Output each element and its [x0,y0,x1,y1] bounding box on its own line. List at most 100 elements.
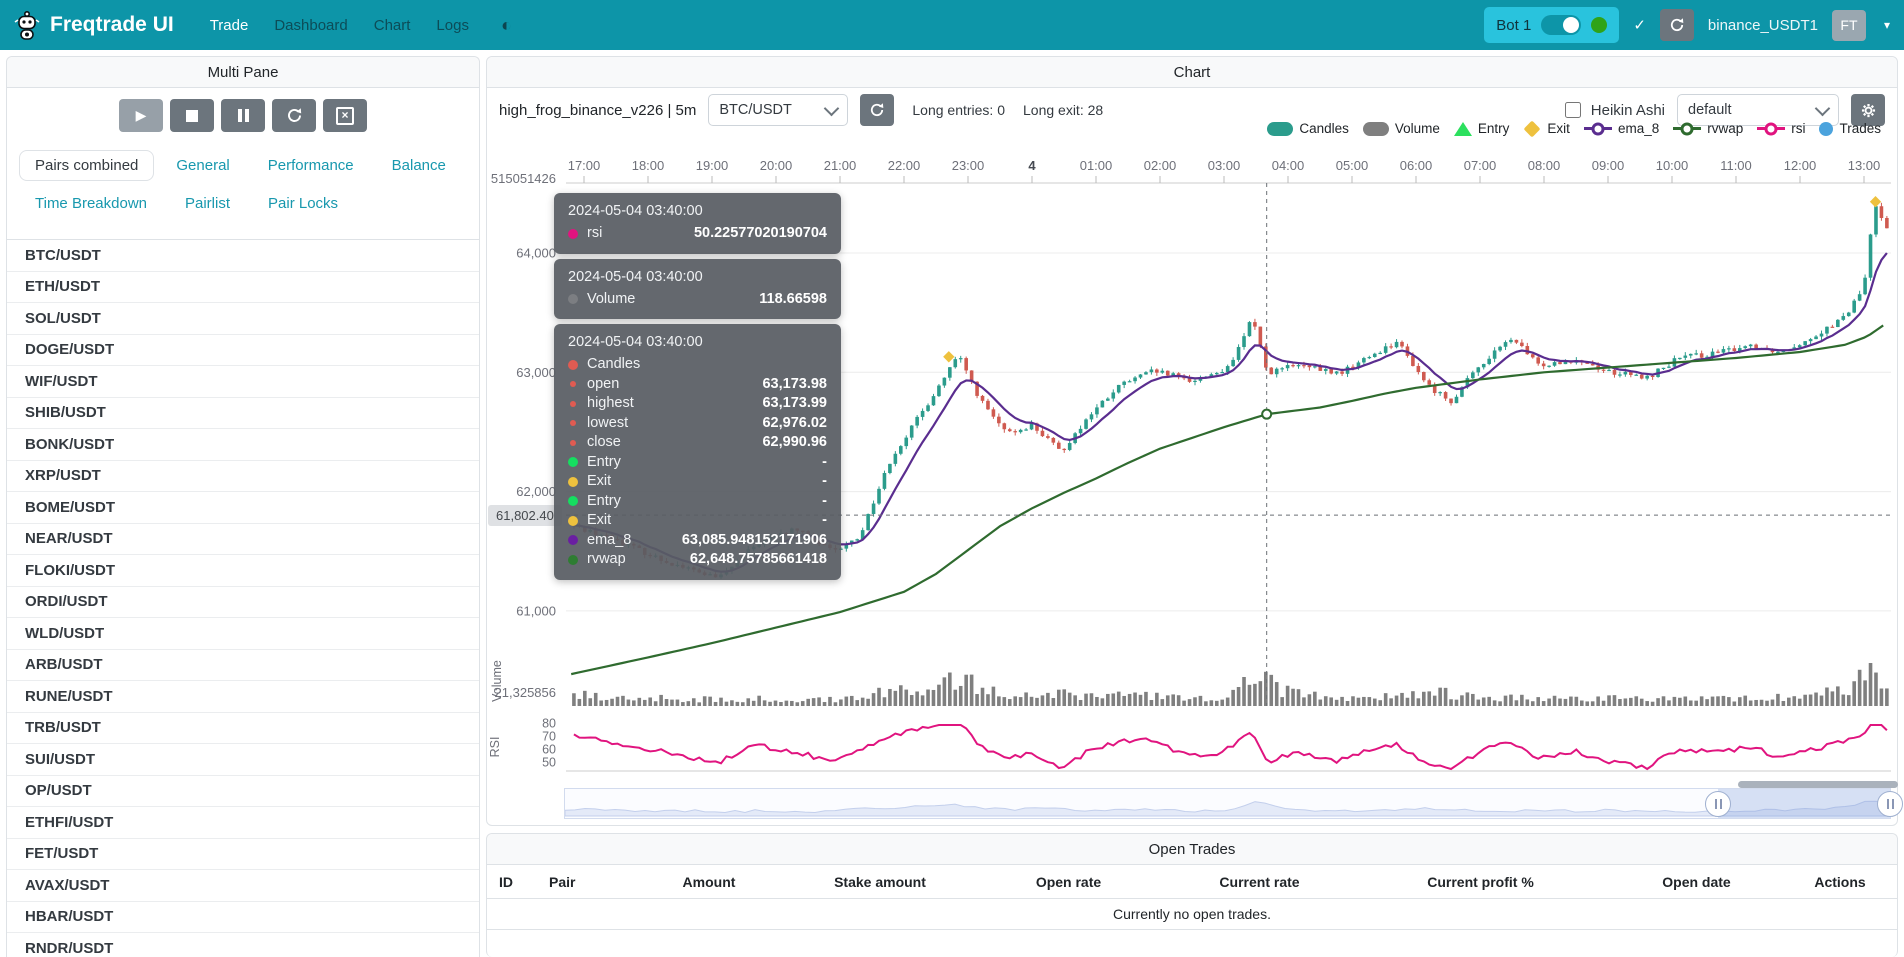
bot-selector[interactable]: Bot 1 [1484,7,1620,43]
bot-name: Bot 1 [1496,16,1532,34]
datazoom-silhouette [564,800,1890,817]
svg-text:RSI: RSI [489,737,502,758]
legend-item-rvwap[interactable]: rvwap [1673,121,1743,136]
forget-trades-button[interactable]: × [323,99,367,132]
exchange-account-label: binance_USDT1 [1707,16,1818,34]
reload-config-button[interactable] [272,99,316,132]
chart-tooltip: 2024-05-04 03:40:00 rsi 50.22577020190704 2… [554,193,841,580]
pair-row[interactable]: SUI/USDT [7,744,479,776]
theme-toggle-icon[interactable]: ◐ [500,14,512,35]
column-header-amount: Amount [682,873,736,890]
svg-text:80: 80 [542,716,556,730]
legend-item-trades[interactable]: Trades [1819,121,1881,136]
pair-select-value: BTC/USDT [719,102,792,118]
pair-row[interactable]: TRB/USDT [7,713,479,744]
pair-row[interactable]: HBAR/USDT [7,902,479,933]
entry-marker-icon [1453,121,1472,136]
pair-row[interactable]: RNDR/USDT [7,933,479,957]
tab-performance[interactable]: Performance [267,157,354,174]
exit-marker-icon [1523,120,1541,137]
reload-icon [287,108,301,122]
pair-row[interactable]: ETHFI/USDT [7,807,479,839]
svg-text:23:00: 23:00 [952,158,985,173]
pair-row[interactable]: XRP/USDT [7,461,479,492]
nav-link-chart[interactable]: Chart [373,16,411,34]
svg-text:01:00: 01:00 [1080,158,1113,173]
plot-config-select[interactable]: default [1677,94,1839,126]
datazoom-slider[interactable] [564,781,1903,819]
legend-item-rsi[interactable]: rsi [1757,121,1805,136]
pair-row[interactable]: OP/USDT [7,776,479,807]
pair-row[interactable]: DOGE/USDT [7,335,479,366]
column-header-current-rate: Current rate [1219,873,1300,890]
pair-row[interactable]: ARB/USDT [7,650,479,681]
stop-button[interactable] [170,99,214,132]
plot-settings-button[interactable] [1851,94,1885,126]
refresh-chart-button[interactable] [860,94,895,126]
svg-text:70: 70 [542,730,556,744]
svg-text:22:00: 22:00 [888,158,921,173]
pair-row[interactable]: BONK/USDT [7,429,479,461]
tab-balance[interactable]: Balance [391,157,446,174]
pause-button[interactable] [221,99,265,132]
open-trades-title: Open Trades [1148,840,1236,858]
svg-text:515051426: 515051426 [491,171,556,186]
nav-link-logs[interactable]: Logs [436,16,469,34]
nav-link-dashboard[interactable]: Dashboard [274,16,348,34]
tab-pairs-combined[interactable]: Pairs combined [19,150,155,181]
datazoom-left-handle[interactable] [1705,790,1731,817]
pair-row[interactable]: BTC/USDT [7,240,479,272]
svg-text:4: 4 [1028,158,1036,173]
multi-pane-title: Multi Pane [207,63,279,81]
datazoom-right-handle[interactable] [1877,790,1903,817]
pair-row[interactable]: ETH/USDT [7,272,479,303]
legend-item-ema_8[interactable]: ema_8 [1583,121,1659,136]
user-menu-caret-icon[interactable]: ▾ [1883,18,1890,32]
heikin-ashi-checkbox[interactable] [1564,102,1581,118]
pair-row[interactable]: ORDI/USDT [7,587,479,618]
pair-row[interactable]: FLOKI/USDT [7,555,479,587]
bot-controls: ▶ × [7,88,479,140]
pair-row[interactable]: NEAR/USDT [7,524,479,555]
tab-general[interactable]: General [176,157,230,174]
datazoom-selection[interactable] [1718,789,1890,818]
svg-text:02:00: 02:00 [1144,158,1177,173]
pair-row[interactable]: RUNE/USDT [7,681,479,713]
pair-row[interactable]: WLD/USDT [7,618,479,650]
tooltip-section: 2024-05-04 03:40:00 Volume 118.66598 [554,258,841,319]
svg-text:50: 50 [542,756,556,770]
series-dot-icon [568,294,578,305]
tab-pairlist[interactable]: Pairlist [185,195,231,212]
ema_8-marker-icon [1583,122,1612,135]
open-trades-panel: Open Trades ID Pair Amount Stake amount Open… [486,833,1898,957]
chart-x-icon: × [336,106,354,125]
reload-bot-button[interactable] [1659,9,1694,41]
series-dot-icon [568,457,578,468]
pair-row[interactable]: SOL/USDT [7,303,479,335]
legend-item-entry[interactable]: Entry [1453,121,1509,136]
navbar: Freqtrade UI Trade Dashboard Chart Logs ◐ B… [0,0,1904,50]
pair-select[interactable]: BTC/USDT [708,94,849,126]
heikin-ashi-option: Heikin Ashi [1561,99,1665,121]
pair-row[interactable]: AVAX/USDT [7,870,479,902]
svg-text:10:00: 10:00 [1656,158,1689,173]
stop-icon [186,109,198,122]
tab-time-breakdown[interactable]: Time Breakdown [35,195,147,212]
user-avatar[interactable]: FT [1831,9,1866,41]
chart-legend: Candles Volume Entry Exit ema_8 rvwap rsi Trade… [1267,120,1881,137]
scrollbar-thumb[interactable] [1738,781,1898,788]
legend-item-candles[interactable]: Candles [1267,121,1349,136]
pair-row[interactable]: WIF/USDT [7,366,479,398]
pair-row[interactable]: FET/USDT [7,839,479,870]
long-entries-label: Long entries: 0 [912,102,1005,118]
start-button[interactable]: ▶ [119,99,163,132]
series-dot-icon [570,400,576,407]
bot-toggle[interactable] [1541,15,1582,35]
legend-item-exit[interactable]: Exit [1523,120,1570,137]
column-header-pair: Pair [549,873,576,890]
pair-row[interactable]: SHIB/USDT [7,398,479,429]
legend-item-volume[interactable]: Volume [1362,121,1440,136]
tab-pair-locks[interactable]: Pair Locks [268,195,339,212]
pair-row[interactable]: BOME/USDT [7,492,479,524]
nav-link-trade[interactable]: Trade [209,16,249,34]
